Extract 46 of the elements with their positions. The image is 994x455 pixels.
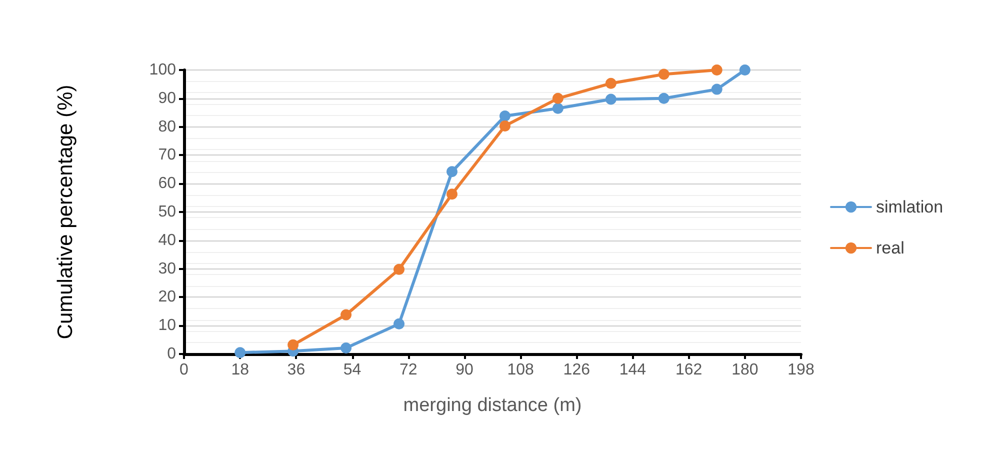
point [394,264,405,275]
legend-label: real [876,238,904,258]
x-tick-label: 54 [343,362,362,378]
x-axis-title: merging distance (m) [403,395,582,416]
y-tick-label: 50 [158,204,176,220]
x-tick-label: 18 [231,362,250,378]
y-tick-label: 40 [158,232,176,249]
point [739,64,750,76]
y-tick-label: 60 [158,175,176,192]
point [446,166,458,178]
point [499,110,510,122]
point [711,84,722,95]
y-tick-label: 90 [158,90,176,107]
y-tick-label: 80 [158,118,176,136]
point [658,68,670,80]
y-tick-label: 10 [158,317,176,334]
point [234,347,246,358]
y-tick-label: 100 [149,62,176,78]
x-tick-label: 108 [507,362,534,378]
x-tick-label: 180 [732,362,758,378]
x-tick-label: 72 [399,362,418,378]
point [605,94,616,105]
x-tick-label: 126 [563,362,590,378]
point [552,102,564,114]
y-tick-label: 30 [158,260,176,278]
legend-label: simlation [876,198,944,216]
point [394,318,405,330]
point [340,309,352,320]
y-tick-label: 70 [158,146,176,164]
point [340,342,352,354]
y-tick-label: 20 [158,288,176,306]
y-tick-label: 0 [167,346,176,362]
point [446,188,458,200]
x-tick-label: 90 [456,362,474,378]
x-tick-label: 162 [675,362,702,378]
point [552,92,564,104]
x-tick-label: 0 [180,362,189,378]
point [288,339,299,350]
x-tick-label: 36 [287,362,306,378]
point [499,120,510,132]
x-tick-label: 144 [619,362,646,378]
x-tick-label: 198 [788,362,814,378]
point [658,92,670,104]
point [605,78,616,89]
y-axis-title: Cumulative percentage (%) [54,84,77,340]
point [711,64,722,76]
